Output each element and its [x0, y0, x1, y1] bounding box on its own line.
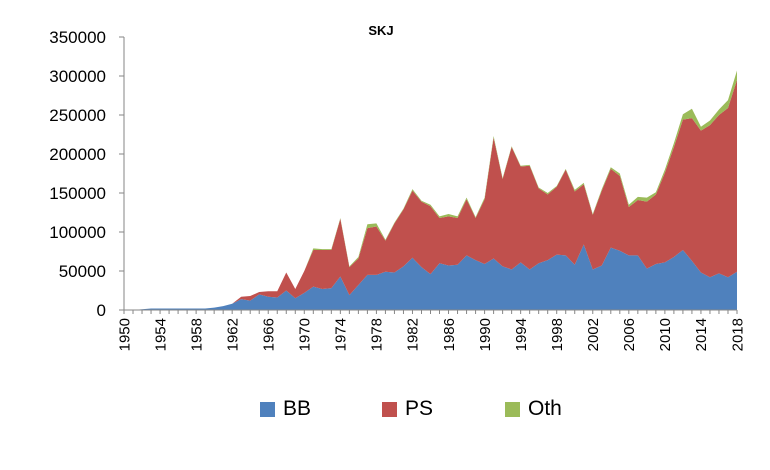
y-tick-label: 200000	[49, 145, 106, 164]
y-tick-label: 0	[97, 301, 106, 320]
legend-swatch-ps	[382, 401, 397, 417]
x-tick-label: 1974	[333, 318, 350, 351]
x-tick-label: 1950	[116, 318, 133, 351]
y-tick-label: 250000	[49, 106, 106, 125]
legend-label-oth: Oth	[528, 397, 562, 420]
legend-item-oth: Oth	[505, 397, 562, 421]
y-tick-label: 350000	[49, 28, 106, 47]
x-tick-label: 1954	[152, 318, 169, 351]
y-tick-label: 100000	[49, 223, 106, 242]
x-tick-label: 1990	[477, 318, 494, 351]
x-tick-label: 1962	[224, 318, 241, 351]
x-tick-label: 2014	[693, 318, 710, 351]
chart-title: SKJ	[368, 23, 393, 38]
series-areas	[124, 70, 737, 311]
y-tick-label: 50000	[59, 262, 106, 281]
legend-swatch-oth	[505, 401, 520, 417]
x-tick-label: 1994	[513, 318, 530, 351]
x-tick-label: 2006	[621, 318, 638, 351]
tick-labels: 0 50000 100000 150000 200000 250000 300000 3500…	[49, 28, 746, 351]
x-tick-label: 1978	[369, 318, 386, 351]
x-tick-label: 1966	[260, 318, 277, 351]
x-tick-label: 1970	[297, 318, 314, 351]
area-series-ps	[124, 79, 737, 311]
x-tick-label: 1986	[441, 318, 458, 351]
x-tick-label: 2018	[729, 318, 746, 351]
legend-label-bb: BB	[283, 397, 312, 420]
y-tick-label: 300000	[49, 67, 106, 86]
x-tick-label: 1982	[405, 318, 422, 351]
legend-item-ps: PS	[382, 397, 433, 421]
x-tick-label: 1958	[188, 318, 205, 351]
area-series-bb	[124, 244, 737, 310]
legend-item-bb: BB	[260, 397, 311, 421]
legend-swatch-bb	[260, 401, 275, 417]
x-tick-label: 1998	[549, 318, 566, 351]
x-tick-label: 2010	[657, 318, 674, 351]
y-tick-label: 150000	[49, 184, 106, 203]
x-tick-label: 2002	[585, 318, 602, 351]
legend: BB PS Oth	[0, 397, 770, 427]
legend-label-ps: PS	[405, 397, 434, 420]
